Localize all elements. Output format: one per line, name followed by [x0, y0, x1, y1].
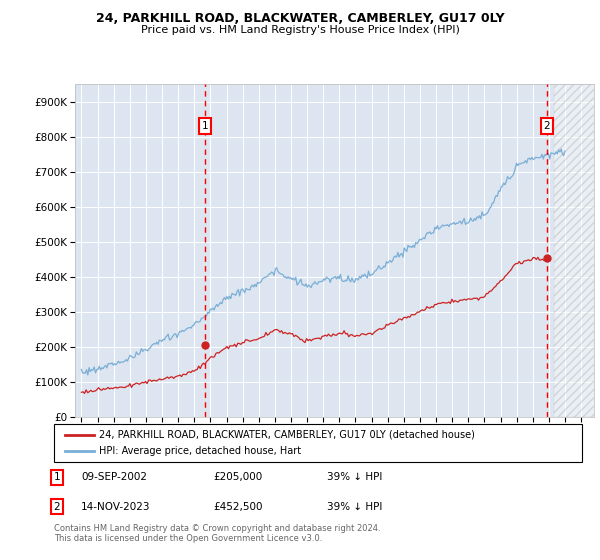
Text: 39% ↓ HPI: 39% ↓ HPI: [327, 502, 382, 512]
Text: 1: 1: [53, 472, 61, 482]
Text: 2: 2: [544, 121, 550, 131]
Text: Contains HM Land Registry data © Crown copyright and database right 2024.: Contains HM Land Registry data © Crown c…: [54, 524, 380, 533]
Text: HPI: Average price, detached house, Hart: HPI: Average price, detached house, Hart: [99, 446, 301, 456]
Text: £452,500: £452,500: [213, 502, 263, 512]
Text: 39% ↓ HPI: 39% ↓ HPI: [327, 472, 382, 482]
Text: 09-SEP-2002: 09-SEP-2002: [81, 472, 147, 482]
Text: Price paid vs. HM Land Registry's House Price Index (HPI): Price paid vs. HM Land Registry's House …: [140, 25, 460, 35]
FancyBboxPatch shape: [54, 424, 582, 462]
Text: 2: 2: [53, 502, 61, 512]
Text: 1: 1: [202, 121, 209, 131]
Text: 24, PARKHILL ROAD, BLACKWATER, CAMBERLEY, GU17 0LY (detached house): 24, PARKHILL ROAD, BLACKWATER, CAMBERLEY…: [99, 430, 475, 440]
Text: £205,000: £205,000: [213, 472, 262, 482]
Text: 14-NOV-2023: 14-NOV-2023: [81, 502, 151, 512]
Text: 24, PARKHILL ROAD, BLACKWATER, CAMBERLEY, GU17 0LY: 24, PARKHILL ROAD, BLACKWATER, CAMBERLEY…: [95, 12, 505, 25]
Text: This data is licensed under the Open Government Licence v3.0.: This data is licensed under the Open Gov…: [54, 534, 322, 543]
Bar: [554, 84, 600, 417]
